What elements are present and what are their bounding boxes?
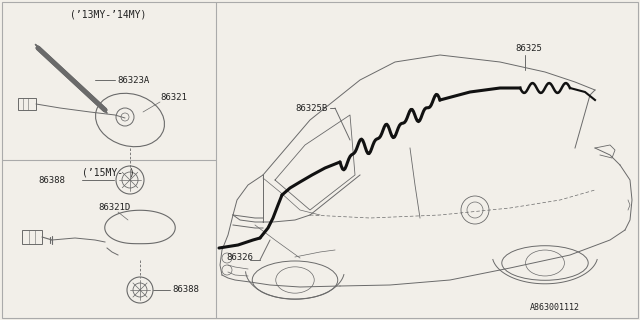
Circle shape	[222, 253, 232, 263]
Ellipse shape	[95, 93, 164, 147]
Text: (’13MY-’14MY): (’13MY-’14MY)	[70, 9, 146, 19]
Polygon shape	[105, 210, 175, 244]
Text: 86321D: 86321D	[98, 203, 131, 212]
Circle shape	[121, 113, 129, 121]
Circle shape	[122, 172, 138, 188]
Text: (’15MY- ): (’15MY- )	[81, 167, 134, 177]
Circle shape	[467, 202, 483, 218]
Ellipse shape	[276, 267, 314, 293]
Circle shape	[116, 166, 144, 194]
Text: 86325B: 86325B	[295, 103, 327, 113]
Text: 86321: 86321	[160, 92, 187, 101]
FancyBboxPatch shape	[22, 230, 42, 244]
Text: 86325: 86325	[515, 44, 542, 52]
Text: 86388: 86388	[38, 175, 65, 185]
Ellipse shape	[502, 246, 588, 280]
Circle shape	[461, 196, 489, 224]
Text: 86323A: 86323A	[117, 76, 149, 84]
FancyBboxPatch shape	[18, 98, 36, 110]
Text: 86326: 86326	[226, 253, 253, 262]
Circle shape	[116, 108, 134, 126]
Circle shape	[127, 277, 153, 303]
Ellipse shape	[252, 261, 338, 299]
Circle shape	[222, 265, 232, 275]
Polygon shape	[35, 44, 108, 114]
Text: A863001112: A863001112	[530, 303, 580, 313]
Ellipse shape	[525, 250, 564, 276]
Circle shape	[133, 283, 147, 297]
Text: 86388: 86388	[172, 285, 199, 294]
